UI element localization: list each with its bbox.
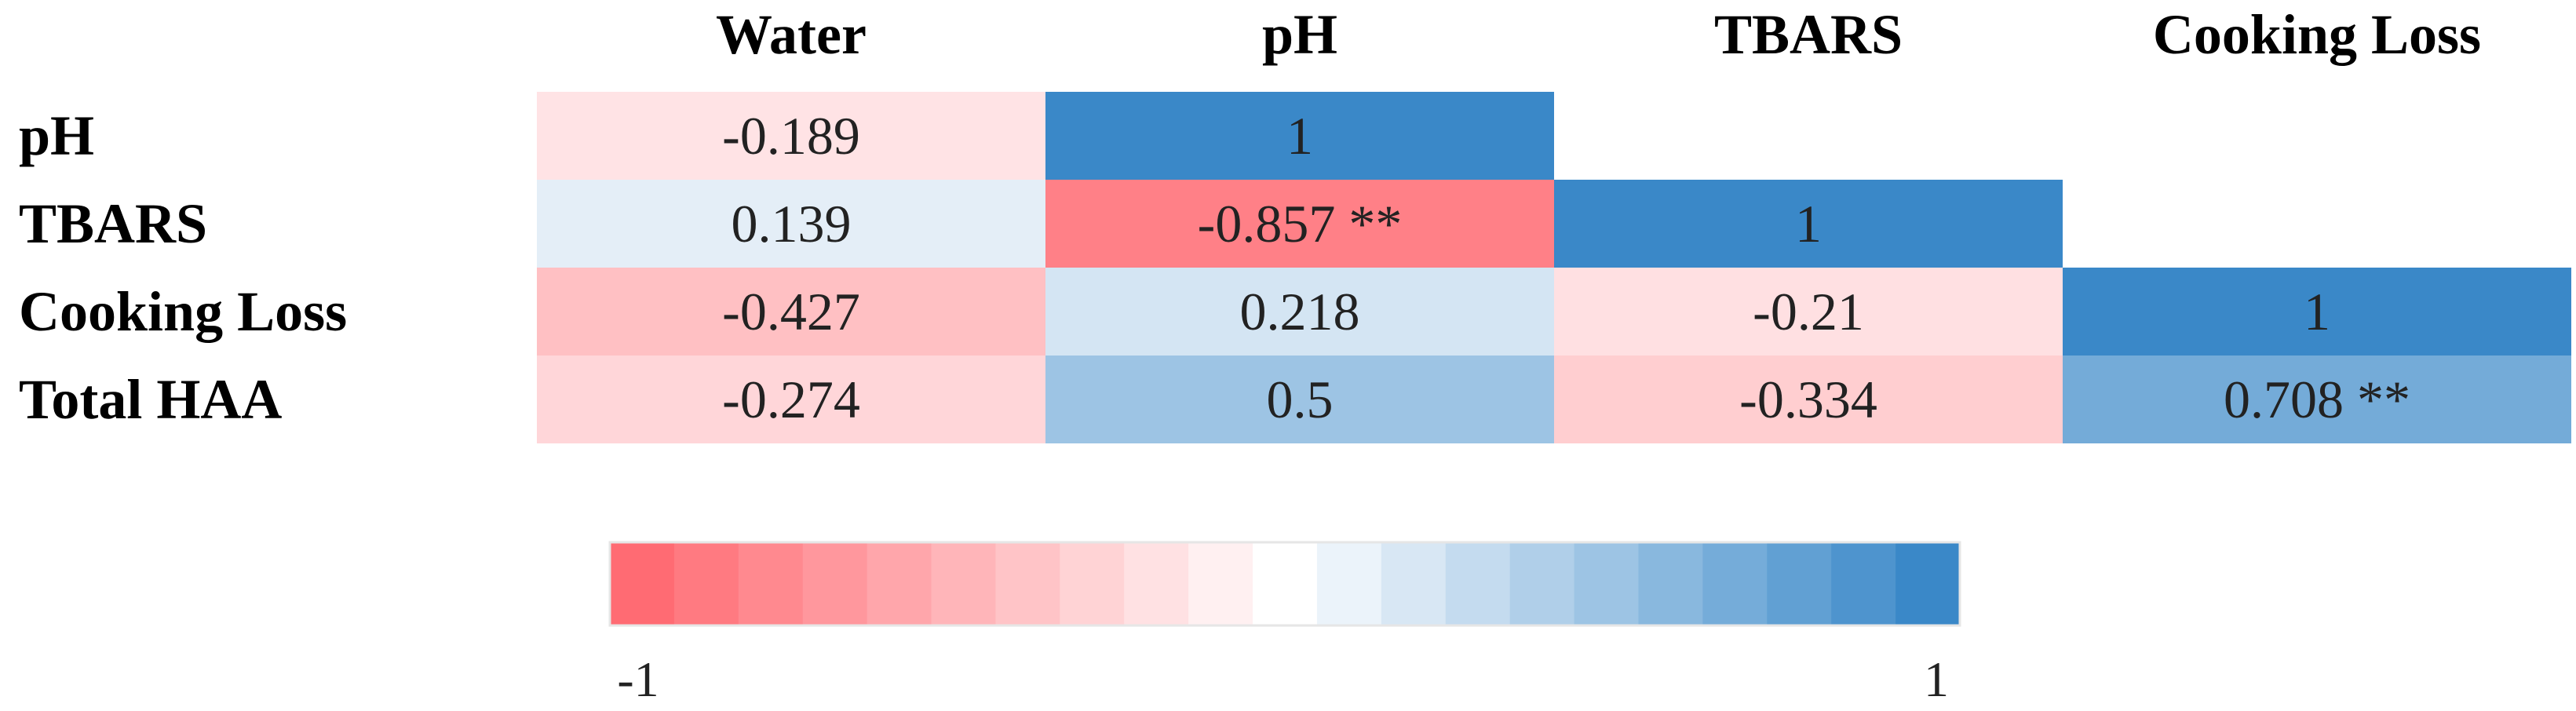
color-scale-step bbox=[867, 542, 932, 625]
row-header-tbars: TBARS bbox=[19, 192, 207, 255]
color-scale-step bbox=[802, 542, 868, 625]
color-scale-step bbox=[1831, 542, 1896, 625]
color-scale-step bbox=[1574, 542, 1640, 625]
color-scale-step bbox=[1060, 542, 1125, 625]
heatmap-cell-tbars-ph bbox=[1045, 180, 1554, 268]
color-scale-step bbox=[1445, 542, 1511, 625]
cell-value-label: 0.139 bbox=[732, 194, 852, 253]
column-headers: Water pH TBARS Cooking Loss bbox=[716, 3, 2481, 66]
row-header-total-haa: Total HAA bbox=[19, 368, 282, 431]
heatmap-cell-total-haa-cooking-loss bbox=[2063, 356, 2571, 443]
cell-value-label: 0.5 bbox=[1267, 370, 1334, 429]
color-scale-step bbox=[738, 542, 804, 625]
column-header-tbars: TBARS bbox=[1714, 3, 1903, 66]
color-scale-step bbox=[1638, 542, 1703, 625]
cell-value-label: -0.274 bbox=[722, 370, 860, 429]
column-header-water: Water bbox=[716, 3, 867, 66]
row-header-ph: pH bbox=[19, 104, 94, 167]
color-scale-step bbox=[673, 542, 739, 625]
cell-value-label: -0.427 bbox=[722, 282, 860, 341]
cell-value-label: -0.21 bbox=[1753, 282, 1864, 341]
heatmap-cell-total-haa-tbars bbox=[1554, 356, 2063, 443]
cell-value-label: -0.857 ** bbox=[1198, 194, 1403, 253]
heatmap-cell-total-haa-ph bbox=[1045, 356, 1554, 443]
cell-value-label: 0.708 ** bbox=[2224, 370, 2410, 429]
heatmap-cell-total-haa-water bbox=[537, 356, 1045, 443]
cell-value-label: 0.218 bbox=[1240, 282, 1360, 341]
cell-value-label: -0.189 bbox=[722, 106, 860, 166]
color-scale-step bbox=[1124, 542, 1189, 625]
color-scale-step bbox=[1702, 542, 1768, 625]
heatmap-cell-cooking-loss-cooking-loss bbox=[2063, 268, 2571, 356]
scale-max-label: 1 bbox=[1924, 651, 1949, 707]
heatmap-cell-ph-ph bbox=[1045, 92, 1554, 180]
cell-value-label: 1 bbox=[1795, 194, 1822, 253]
color-scale-step bbox=[1767, 542, 1832, 625]
row-header-cooking-loss: Cooking Loss bbox=[19, 280, 347, 343]
color-scale-step bbox=[1381, 542, 1447, 625]
color-scale-step bbox=[931, 542, 997, 625]
color-scale-legend: -1 1 bbox=[608, 541, 1961, 707]
color-scale-step bbox=[995, 542, 1060, 625]
color-scale-step bbox=[1316, 542, 1382, 625]
color-scale-step bbox=[610, 542, 675, 625]
heatmap-cell-tbars-tbars bbox=[1554, 180, 2063, 268]
scale-min-label: -1 bbox=[617, 651, 659, 707]
color-scale-step bbox=[1896, 542, 1961, 625]
color-scale-step bbox=[1188, 542, 1253, 625]
heatmap-cells: -0.189 1 0.139 -0.857 ** 1 -0.427 0.218 -0.21 1 -… bbox=[537, 92, 2571, 443]
heatmap-cell-tbars-water bbox=[537, 180, 1045, 268]
cell-value-label: 1 bbox=[1286, 106, 1313, 166]
row-headers: pH TBARS Cooking Loss Total HAA bbox=[19, 104, 347, 431]
heatmap-cell-cooking-loss-tbars bbox=[1554, 268, 2063, 356]
heatmap-cell-cooking-loss-ph bbox=[1045, 268, 1554, 356]
column-header-cooking-loss: Cooking Loss bbox=[2153, 3, 2481, 66]
heatmap-cell-ph-water bbox=[537, 92, 1045, 180]
color-scale-step bbox=[1253, 542, 1318, 625]
cell-value-label: -0.334 bbox=[1739, 370, 1877, 429]
column-header-ph: pH bbox=[1262, 3, 1337, 66]
cell-value-label: 1 bbox=[2304, 282, 2330, 341]
heatmap-cell-cooking-loss-water bbox=[537, 268, 1045, 356]
color-scale-border bbox=[608, 541, 1961, 627]
color-scale-step bbox=[1509, 542, 1575, 625]
